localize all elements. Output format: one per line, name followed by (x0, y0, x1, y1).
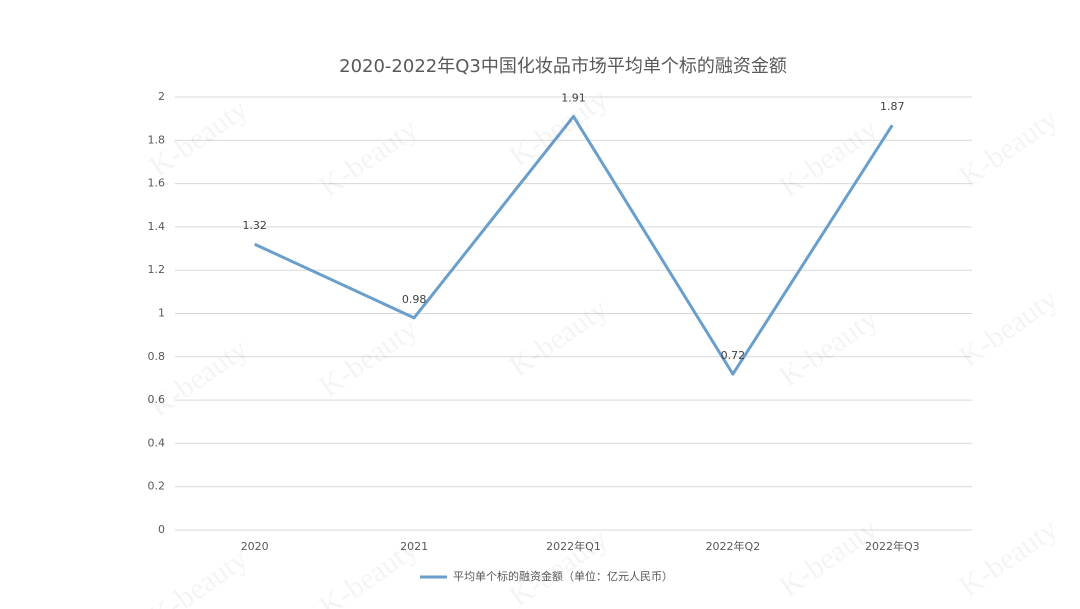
watermark: K-beauty (143, 332, 253, 423)
y-tick-label: 1.8 (148, 133, 166, 146)
watermark: K-beauty (773, 112, 883, 203)
y-tick-label: 0.2 (148, 480, 166, 493)
x-tick-label: 2020 (241, 540, 269, 553)
y-tick-label: 0.4 (148, 436, 166, 449)
data-label: 1.91 (561, 91, 586, 104)
data-label: 0.72 (721, 349, 746, 362)
data-line (254, 114, 894, 376)
y-tick-label: 1.6 (148, 177, 166, 190)
watermark: K-beauty (953, 512, 1063, 603)
watermark: K-beauty (313, 112, 423, 203)
y-tick-label: 1.2 (148, 263, 166, 276)
watermark: K-beauty (313, 312, 423, 403)
y-tick-label: 0 (158, 523, 165, 536)
watermark: K-beauty (503, 292, 613, 383)
y-tick-label: 2 (158, 90, 165, 103)
watermark: K-beauty (953, 282, 1063, 373)
watermark: K-beauty (953, 102, 1063, 193)
y-tick-label: 0.6 (148, 393, 166, 406)
data-label: 1.87 (880, 100, 905, 113)
data-label: 1.32 (242, 219, 267, 232)
watermark: K-beauty (143, 542, 253, 609)
x-tick-label: 2022年Q1 (546, 539, 601, 553)
y-tick-label: 1 (158, 307, 165, 320)
data-label: 0.98 (402, 293, 427, 306)
watermark: K-beauty (313, 532, 423, 609)
y-tick-label: 0.8 (148, 350, 166, 363)
watermark: K-beauty (773, 512, 883, 603)
x-tick-label: 2022年Q3 (865, 539, 920, 553)
x-tick-label: 2022年Q2 (706, 539, 761, 553)
watermark: K-beauty (773, 302, 883, 393)
watermark: K-beauty (503, 522, 613, 609)
legend-label: 平均单个标的融资金额（单位：亿元人民币） (453, 569, 673, 583)
x-tick-label: 2021 (400, 540, 428, 553)
watermark: K-beauty (503, 82, 613, 173)
y-tick-label: 1.4 (148, 220, 166, 233)
chart-title: 2020-2022年Q3中国化妆品市场平均单个标的融资金额 (339, 56, 787, 77)
